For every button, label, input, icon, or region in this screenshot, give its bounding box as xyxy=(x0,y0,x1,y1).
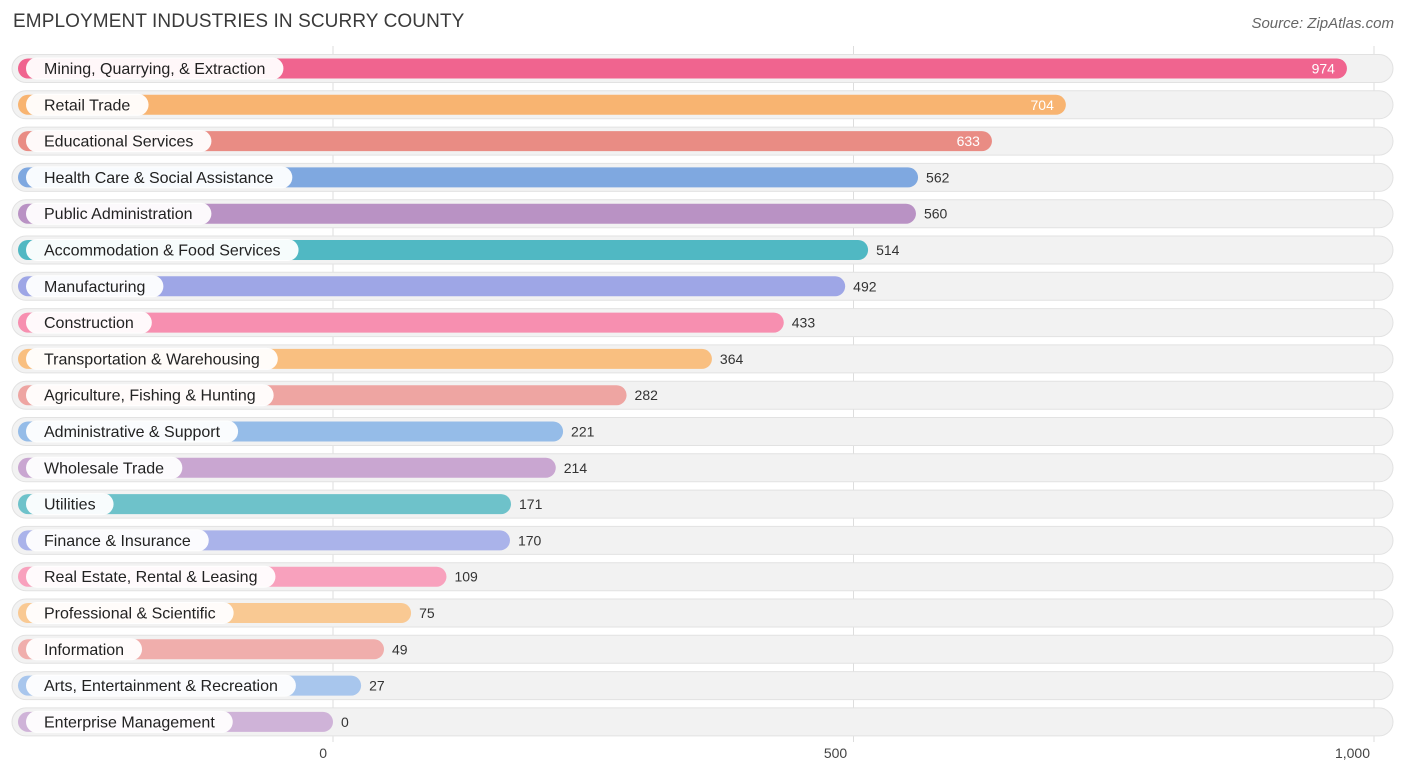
bar-row: Utilities 171 xyxy=(11,489,1394,519)
bar xyxy=(18,58,1347,79)
category-label: Accommodation & Food Services xyxy=(44,243,281,260)
category-label-bg xyxy=(26,347,278,370)
category-label-bg xyxy=(26,529,209,552)
bar-row: Wholesale Trade 214 xyxy=(11,453,1394,483)
value-label: 633 xyxy=(957,133,981,149)
category-label-bg xyxy=(26,602,234,624)
category-label: Manufacturing xyxy=(44,279,145,296)
category-label: Mining, Quarrying, & Extraction xyxy=(44,61,265,78)
value-label: 221 xyxy=(571,424,595,440)
bar-row: Mining, Quarrying, & Extraction 974 xyxy=(11,54,1394,83)
category-label: Transportation & Warehousing xyxy=(44,351,260,368)
bar-row: Administrative & Support 221 xyxy=(11,417,1394,446)
x-tick-label: 0 xyxy=(319,745,327,761)
value-label: 514 xyxy=(876,242,900,258)
bar xyxy=(18,494,512,515)
category-label: Wholesale Trade xyxy=(44,460,164,477)
category-label: Administrative & Support xyxy=(44,424,221,441)
category-label-bg xyxy=(26,638,143,661)
category-label-bg xyxy=(26,239,299,261)
bar-row: Construction 433 xyxy=(11,308,1394,338)
bar-row: Information 49 xyxy=(11,634,1394,664)
value-label: 562 xyxy=(926,169,950,185)
category-label: Construction xyxy=(44,315,134,332)
category-label: Utilities xyxy=(44,497,96,514)
value-label: 704 xyxy=(1031,97,1055,113)
category-label: Retail Trade xyxy=(44,97,130,114)
value-label: 433 xyxy=(792,315,816,331)
bar-row: Enterprise Management 0 xyxy=(11,707,1394,737)
category-label: Arts, Entertainment & Recreation xyxy=(44,678,278,695)
category-label-bg xyxy=(26,311,152,334)
category-label-bg xyxy=(26,384,274,407)
value-label: 49 xyxy=(392,641,408,657)
value-label: 214 xyxy=(564,460,588,476)
bar xyxy=(18,131,992,152)
category-label-bg xyxy=(26,202,212,225)
bar-row: Finance & Insurance 170 xyxy=(11,525,1394,555)
bar-row: Professional & Scientific 75 xyxy=(11,598,1394,628)
value-label: 171 xyxy=(519,496,543,512)
category-label: Information xyxy=(44,642,124,659)
bar-row: Arts, Entertainment & Recreation 27 xyxy=(11,671,1394,701)
bar-row: Real Estate, Rental & Leasing 109 xyxy=(11,562,1394,592)
category-label-bg xyxy=(26,130,212,153)
value-label: 27 xyxy=(369,678,385,694)
category-label: Health Care & Social Assistance xyxy=(44,170,274,187)
bar-row: Accommodation & Food Services 514 xyxy=(11,235,1394,265)
bar-track xyxy=(11,707,1394,737)
category-label: Public Administration xyxy=(44,206,193,223)
category-label: Professional & Scientific xyxy=(44,606,216,623)
x-tick-label: 1,000 xyxy=(1335,745,1370,761)
category-label: Real Estate, Rental & Leasing xyxy=(44,569,257,586)
bar-row: Educational Services 633 xyxy=(11,126,1394,156)
bar xyxy=(18,276,846,297)
category-label-bg xyxy=(26,565,276,588)
category-label-bg xyxy=(26,456,183,479)
value-label: 364 xyxy=(720,351,744,367)
bar xyxy=(18,94,1066,115)
bar-row: Retail Trade 704 xyxy=(11,90,1394,120)
category-label: Enterprise Management xyxy=(44,714,215,731)
category-label-bg xyxy=(26,166,293,189)
category-label-bg xyxy=(26,93,149,116)
x-tick-label: 500 xyxy=(824,745,848,761)
value-label: 170 xyxy=(518,532,542,548)
value-label: 282 xyxy=(635,387,659,403)
value-label: 974 xyxy=(1312,61,1336,77)
bar-row: Health Care & Social Assistance 562 xyxy=(11,162,1394,192)
bar xyxy=(18,312,784,333)
bar-row: Public Administration 560 xyxy=(11,199,1394,229)
category-label-bg xyxy=(26,420,239,443)
bar-row: Transportation & Warehousing 364 xyxy=(11,344,1394,374)
value-label: 492 xyxy=(853,278,877,294)
value-label: 109 xyxy=(454,569,478,585)
bar-row: Manufacturing 492 xyxy=(11,271,1394,301)
category-label: Finance & Insurance xyxy=(44,533,191,550)
category-label-bg xyxy=(26,674,296,697)
category-label-bg xyxy=(26,275,164,298)
value-label: 0 xyxy=(341,714,349,730)
category-label: Agriculture, Fishing & Hunting xyxy=(44,388,256,405)
value-label: 75 xyxy=(419,605,435,621)
category-label-bg xyxy=(26,57,284,80)
chart-title: EMPLOYMENT INDUSTRIES IN SCURRY COUNTY xyxy=(13,11,465,32)
category-label: Educational Services xyxy=(44,134,193,151)
value-label: 560 xyxy=(924,206,948,222)
chart-source: Source: ZipAtlas.com xyxy=(1251,15,1394,32)
bar-row: Agriculture, Fishing & Hunting 282 xyxy=(11,380,1394,410)
category-label-bg xyxy=(26,710,233,733)
category-label-bg xyxy=(26,493,114,516)
bar xyxy=(18,203,916,224)
